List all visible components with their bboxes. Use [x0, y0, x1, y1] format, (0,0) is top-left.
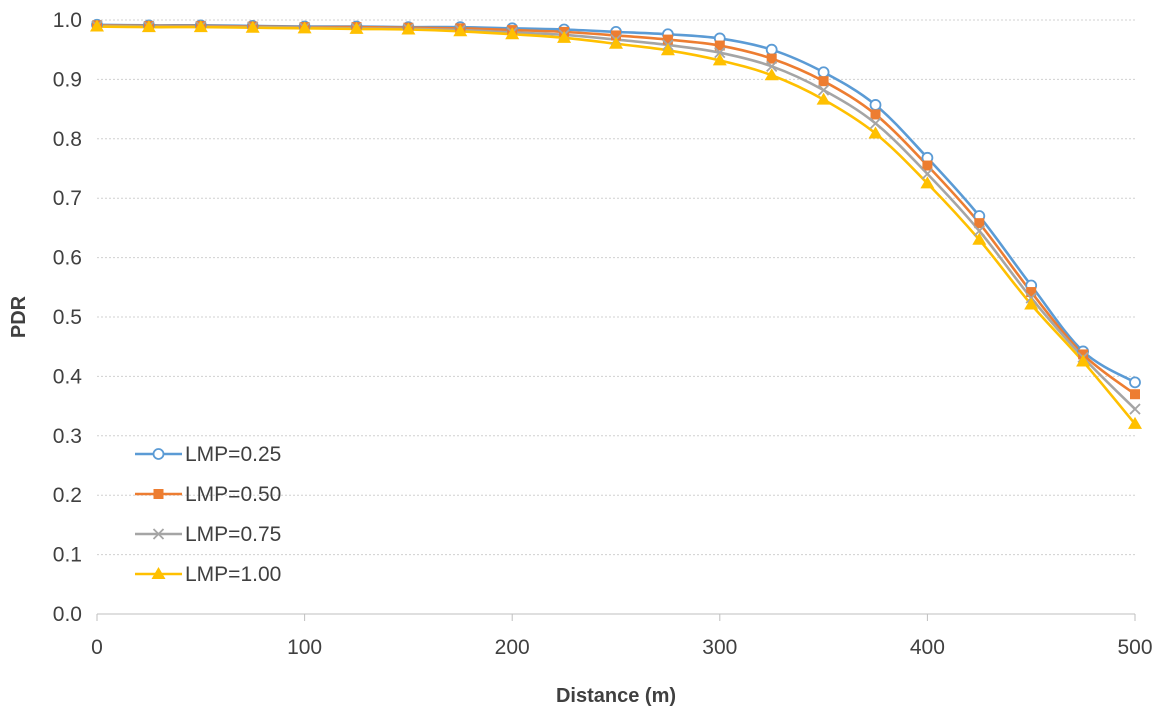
x-tick-label: 0: [91, 636, 103, 659]
x-axis-title: Distance (m): [556, 685, 676, 707]
y-tick-label: 0.5: [53, 306, 82, 329]
data-point: [1024, 297, 1039, 310]
data-point: [297, 21, 312, 34]
legend-marker-icon: [152, 448, 165, 460]
x-tick-label: 200: [495, 636, 530, 659]
legend-marker-icon: [151, 567, 166, 579]
y-tick-label: 0.1: [53, 544, 82, 567]
data-point: [817, 66, 830, 79]
data-point: [972, 232, 987, 245]
legend-label: LMP=1.00: [185, 563, 281, 586]
data-point: [401, 22, 416, 35]
data-point: [973, 225, 985, 237]
data-point: [609, 36, 623, 49]
y-tick-label: 1.0: [53, 9, 82, 32]
legend-marker-icon: [152, 528, 165, 540]
x-tick-label: 500: [1117, 636, 1152, 659]
data-point: [90, 19, 104, 32]
legend-item: LMP=0.25: [135, 443, 281, 466]
data-point: [712, 53, 727, 66]
data-point: [920, 176, 935, 189]
data-point: [869, 117, 882, 129]
data-point: [660, 43, 675, 56]
data-point: [764, 68, 779, 81]
y-tick-label: 0.7: [53, 187, 82, 210]
legend-label: LMP=0.25: [185, 443, 281, 466]
y-tick-label: 0.3: [53, 425, 82, 448]
data-point: [349, 21, 364, 34]
data-point: [817, 84, 830, 96]
x-tick-label: 400: [910, 636, 945, 659]
data-point: [766, 53, 777, 64]
data-point: [1129, 403, 1141, 415]
series-markers: [90, 18, 1142, 429]
y-tick-label: 0.2: [53, 484, 82, 507]
data-point: [1129, 376, 1141, 389]
x-tick-label: 100: [287, 636, 322, 659]
tick-labels: 0.0 0.1 0.2 0.3 0.4 0.5 0.6 0.7 0.8 0.9 1.0 0 100 200…: [53, 9, 1153, 659]
y-tick-label: 0.0: [53, 603, 82, 626]
data-point: [557, 30, 572, 43]
y-tick-label: 0.6: [53, 247, 82, 270]
data-point: [869, 99, 882, 111]
data-point: [453, 24, 468, 37]
data-point: [921, 168, 934, 180]
data-point: [766, 60, 778, 72]
data-point: [765, 43, 778, 56]
y-tick-label: 0.8: [53, 128, 82, 151]
y-axis-title: PDR: [8, 295, 30, 338]
data-point: [1130, 389, 1140, 400]
data-point: [816, 92, 831, 105]
data-point: [868, 126, 883, 139]
data-point: [141, 20, 156, 33]
legend-item: LMP=0.50: [135, 483, 281, 506]
series-line-2: [96, 24, 1136, 396]
data-point: [922, 160, 933, 171]
legend-item: LMP=1.00: [135, 563, 281, 586]
data-point: [505, 27, 520, 40]
data-point: [662, 34, 673, 45]
data-point: [870, 109, 881, 120]
data-point: [1076, 354, 1091, 367]
data-point: [974, 218, 985, 229]
data-point: [611, 30, 621, 41]
y-tick-label: 0.4: [53, 365, 83, 388]
data-point: [245, 20, 260, 33]
legend-label: LMP=0.75: [185, 523, 281, 546]
data-point: [1128, 416, 1142, 429]
data-point: [714, 40, 725, 51]
y-tick-label: 0.9: [53, 68, 82, 91]
x-tick-label: 300: [702, 636, 737, 659]
legend-marker-icon: [153, 489, 164, 499]
data-point: [818, 76, 829, 87]
data-point: [193, 20, 208, 33]
series-line-1: [96, 23, 1136, 384]
data-point: [714, 47, 726, 59]
data-point: [1078, 349, 1089, 360]
legend: LMP=0.25 LMP=0.50 LMP=0.75 LMP=1.00: [135, 443, 281, 586]
data-point: [1026, 287, 1037, 298]
legend-item: LMP=0.75: [135, 523, 281, 546]
axes: [96, 613, 1136, 621]
grid-lines: [97, 19, 1135, 556]
legend-label: LMP=0.50: [185, 483, 281, 506]
